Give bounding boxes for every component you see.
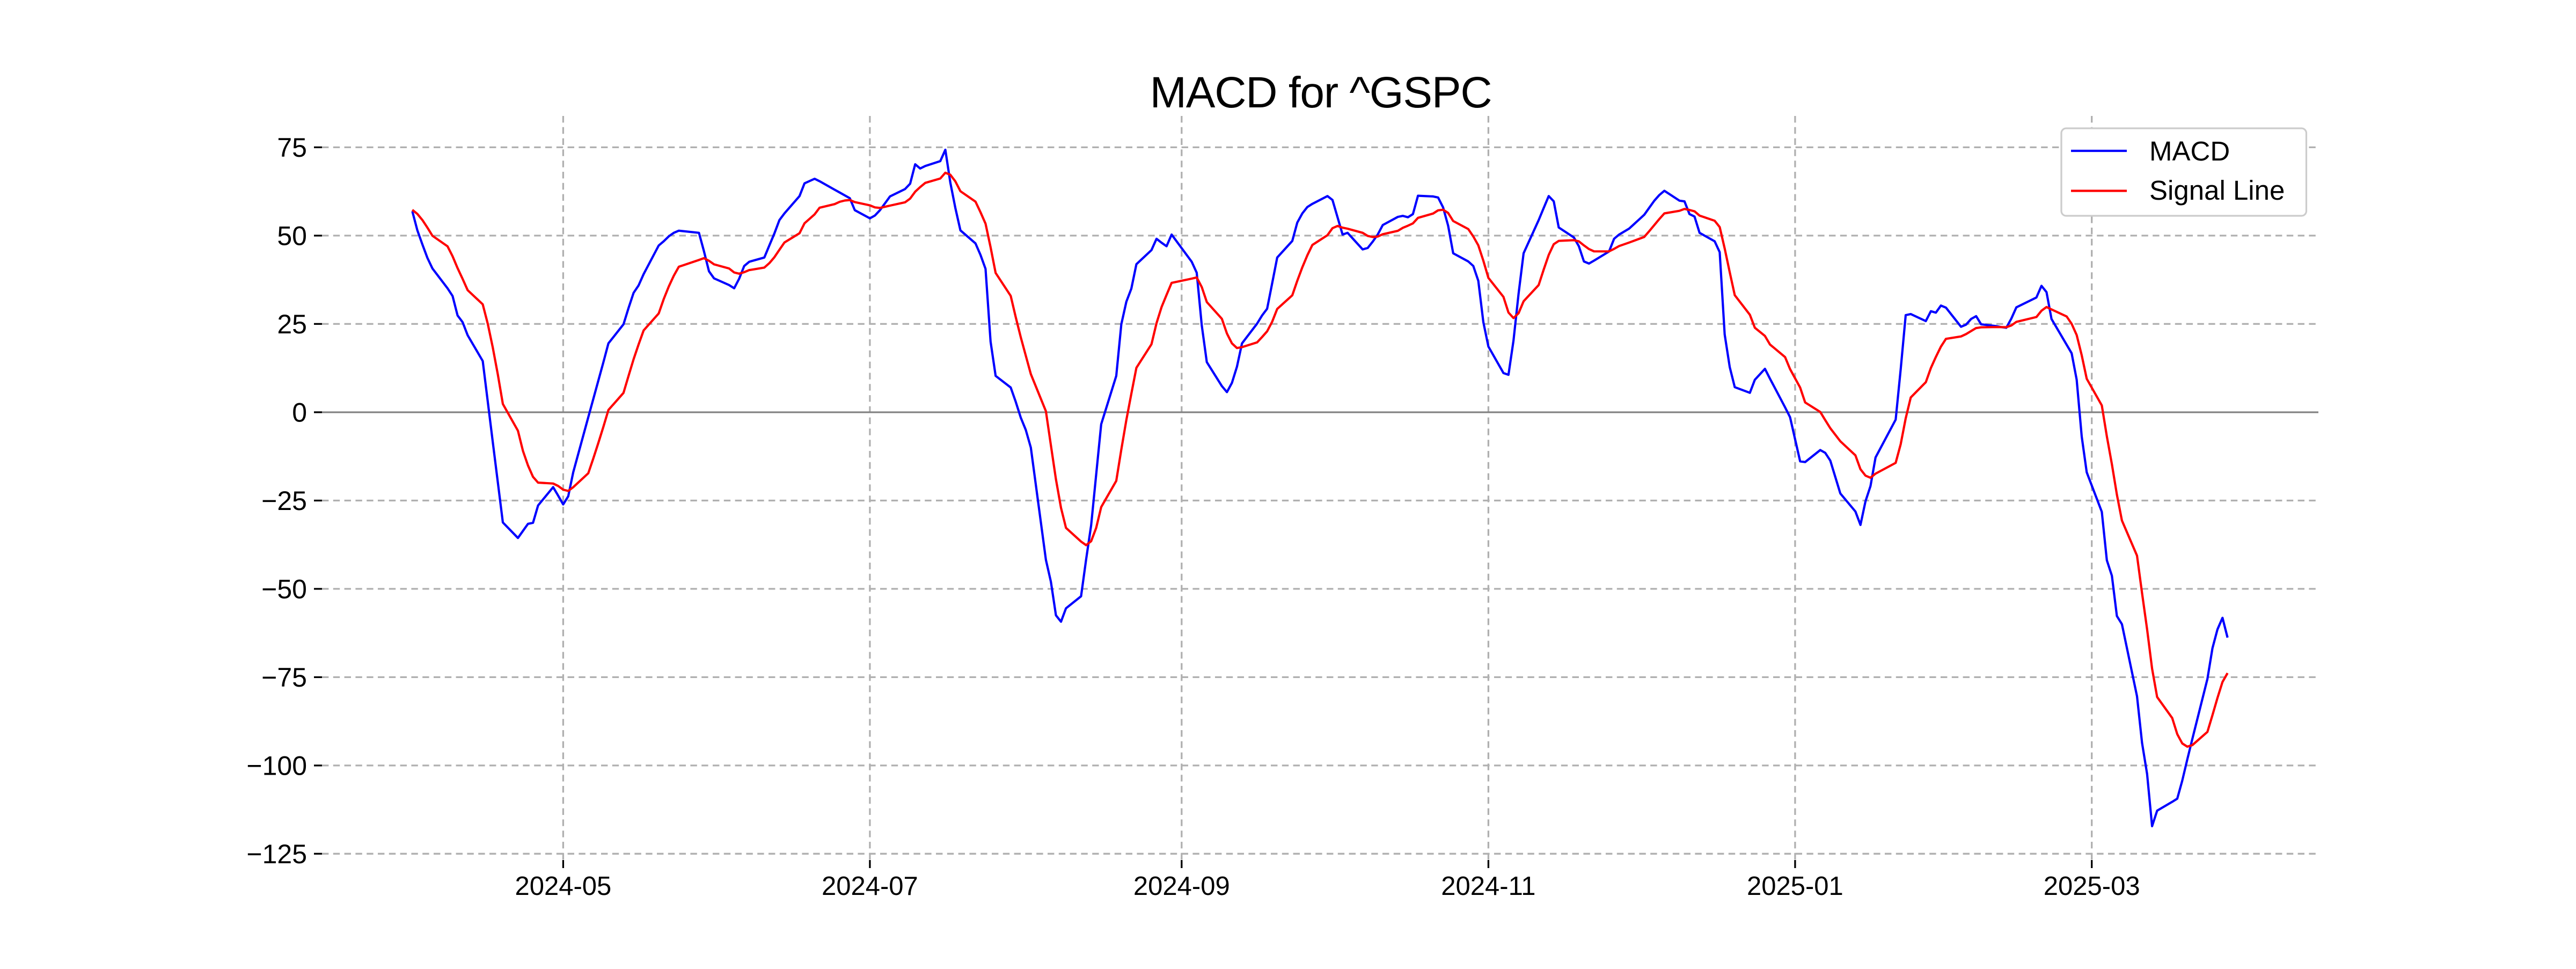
svg-text:2025-03: 2025-03 (2044, 872, 2140, 901)
svg-text:Signal Line: Signal Line (2149, 175, 2285, 206)
svg-text:MACD: MACD (2149, 136, 2230, 166)
svg-text:MACD for ^GSPC: MACD for ^GSPC (1150, 68, 1492, 117)
svg-text:−50: −50 (261, 574, 307, 604)
svg-text:25: 25 (277, 309, 307, 339)
svg-text:−125: −125 (246, 839, 307, 869)
svg-text:2024-09: 2024-09 (1133, 872, 1230, 901)
svg-text:2024-05: 2024-05 (515, 872, 611, 901)
svg-text:2024-11: 2024-11 (1441, 872, 1535, 901)
svg-text:2024-07: 2024-07 (822, 872, 918, 901)
svg-text:50: 50 (277, 221, 307, 251)
svg-text:−25: −25 (261, 486, 307, 516)
svg-text:0: 0 (292, 397, 307, 427)
svg-text:2025-01: 2025-01 (1747, 872, 1843, 901)
svg-text:75: 75 (277, 133, 307, 163)
svg-text:−100: −100 (246, 751, 307, 781)
svg-text:−75: −75 (261, 662, 307, 693)
